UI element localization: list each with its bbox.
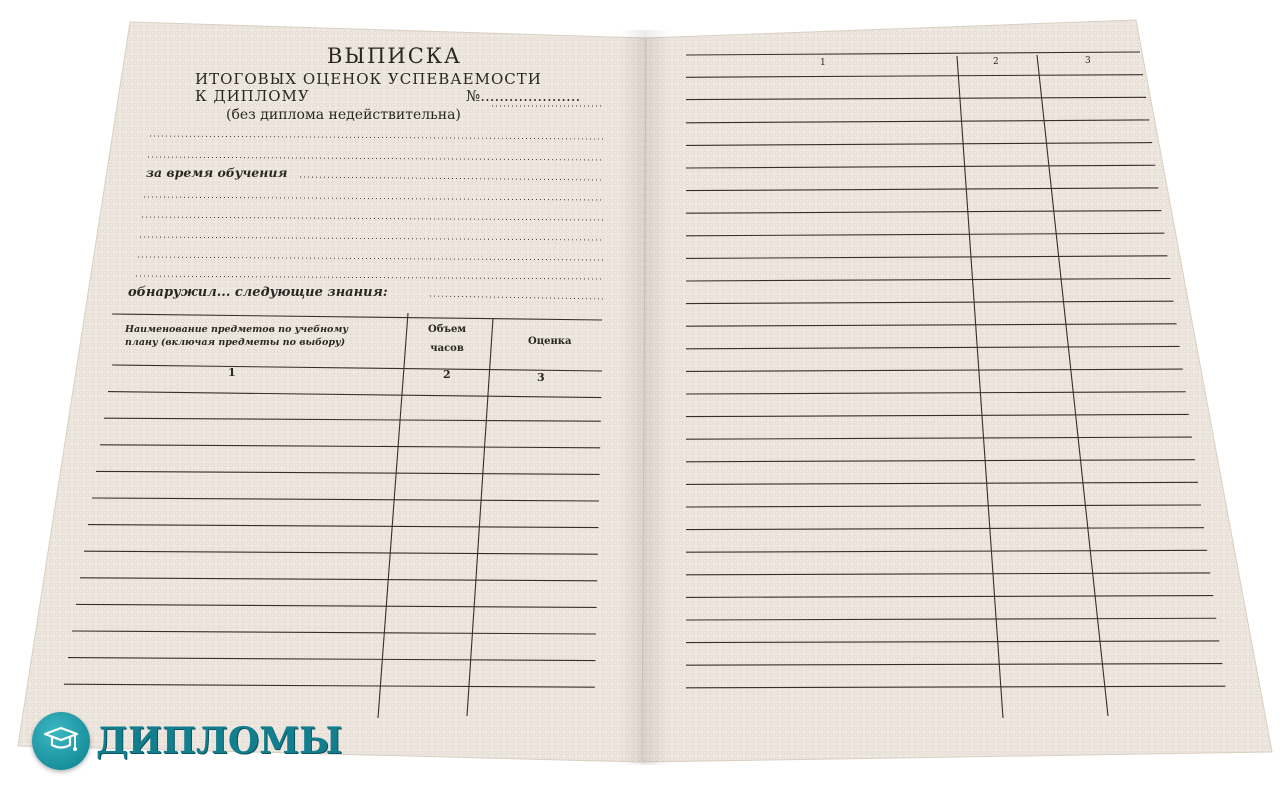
table-border-line xyxy=(111,313,603,321)
table-row-line xyxy=(685,187,1159,192)
diploma-number-field: №..................... xyxy=(466,87,581,105)
table-row-line xyxy=(685,391,1186,395)
table-row-line xyxy=(685,232,1165,237)
table-row-line xyxy=(685,640,1220,644)
table-row-line xyxy=(91,497,600,502)
study-period-label: за время обучения xyxy=(146,165,288,180)
graduation-cap-icon xyxy=(32,712,90,770)
table-row-line xyxy=(685,142,1153,146)
table-row-line xyxy=(685,527,1205,531)
table-row-line xyxy=(99,444,601,449)
table-column-divider xyxy=(956,55,1004,719)
table-header-grade: Оценка xyxy=(528,336,572,347)
table-header-hours: Объем часов xyxy=(428,324,467,354)
table-row-line xyxy=(103,417,601,422)
logo-text: ДИПЛОМЫ xyxy=(96,720,343,762)
table-row-line xyxy=(685,300,1174,305)
page-fold xyxy=(620,30,670,765)
right-page xyxy=(641,19,1273,763)
table-row-line xyxy=(685,595,1214,598)
table-row-line xyxy=(111,364,603,372)
document-title: ВЫПИСКА xyxy=(327,44,462,68)
table-row-line xyxy=(685,210,1162,214)
table-row-line xyxy=(67,657,596,662)
table-row-line xyxy=(685,685,1226,689)
right-col-number-2: 2 xyxy=(993,57,999,67)
table-row-line xyxy=(685,323,1177,327)
right-col-number-1: 1 xyxy=(820,58,826,68)
table-row-line xyxy=(685,617,1217,621)
dotted-line xyxy=(137,256,605,261)
table-row-line xyxy=(685,368,1183,372)
table-row-line xyxy=(685,481,1198,485)
table-row-line xyxy=(87,524,599,529)
table-row-line xyxy=(685,119,1150,124)
table-row-line xyxy=(685,572,1211,576)
dotted-line xyxy=(139,236,605,241)
table-column-divider xyxy=(377,312,409,719)
table-row-line xyxy=(685,74,1144,78)
table-column-divider xyxy=(1036,54,1109,717)
table-row-line xyxy=(685,96,1147,101)
logo: ДИПЛОМЫ xyxy=(32,712,342,770)
table-row-line xyxy=(71,630,597,635)
table-row-line xyxy=(685,255,1168,259)
table-row-line xyxy=(79,577,598,582)
table-row-line xyxy=(685,51,1141,56)
table-row-line xyxy=(685,504,1202,508)
table-row-line xyxy=(685,277,1171,282)
dotted-line xyxy=(299,176,605,181)
left-col-number-3: 3 xyxy=(537,371,545,384)
dotted-line xyxy=(143,196,605,201)
table-row-line xyxy=(107,391,602,399)
document-subtitle-2: К ДИПЛОМУ xyxy=(195,87,310,105)
table-row-line xyxy=(685,413,1189,418)
table-row-line xyxy=(685,436,1192,440)
left-col-number-1: 1 xyxy=(228,366,236,379)
table-row-line xyxy=(685,345,1180,350)
knowledge-label: обнаружил... следующие знания: xyxy=(128,285,388,300)
table-row-line xyxy=(685,549,1208,553)
table-row-line xyxy=(75,603,597,608)
right-col-number-3: 3 xyxy=(1085,56,1091,66)
table-header-subject: Наименование предметов по учебному плану… xyxy=(125,324,349,348)
dotted-line xyxy=(147,156,605,161)
validity-note: (без диплома недействительна) xyxy=(226,107,461,123)
table-row-line xyxy=(83,550,598,555)
table-row-line xyxy=(95,470,600,475)
table-row-line xyxy=(685,164,1156,169)
table-row-line xyxy=(63,683,595,688)
left-col-number-2: 2 xyxy=(443,368,451,381)
table-row-line xyxy=(685,459,1195,463)
document-subtitle: ИТОГОВЫХ ОЦЕНОК УСПЕВАЕМОСТИ xyxy=(195,70,542,88)
table-column-divider xyxy=(466,317,494,717)
table-row-line xyxy=(685,662,1223,666)
